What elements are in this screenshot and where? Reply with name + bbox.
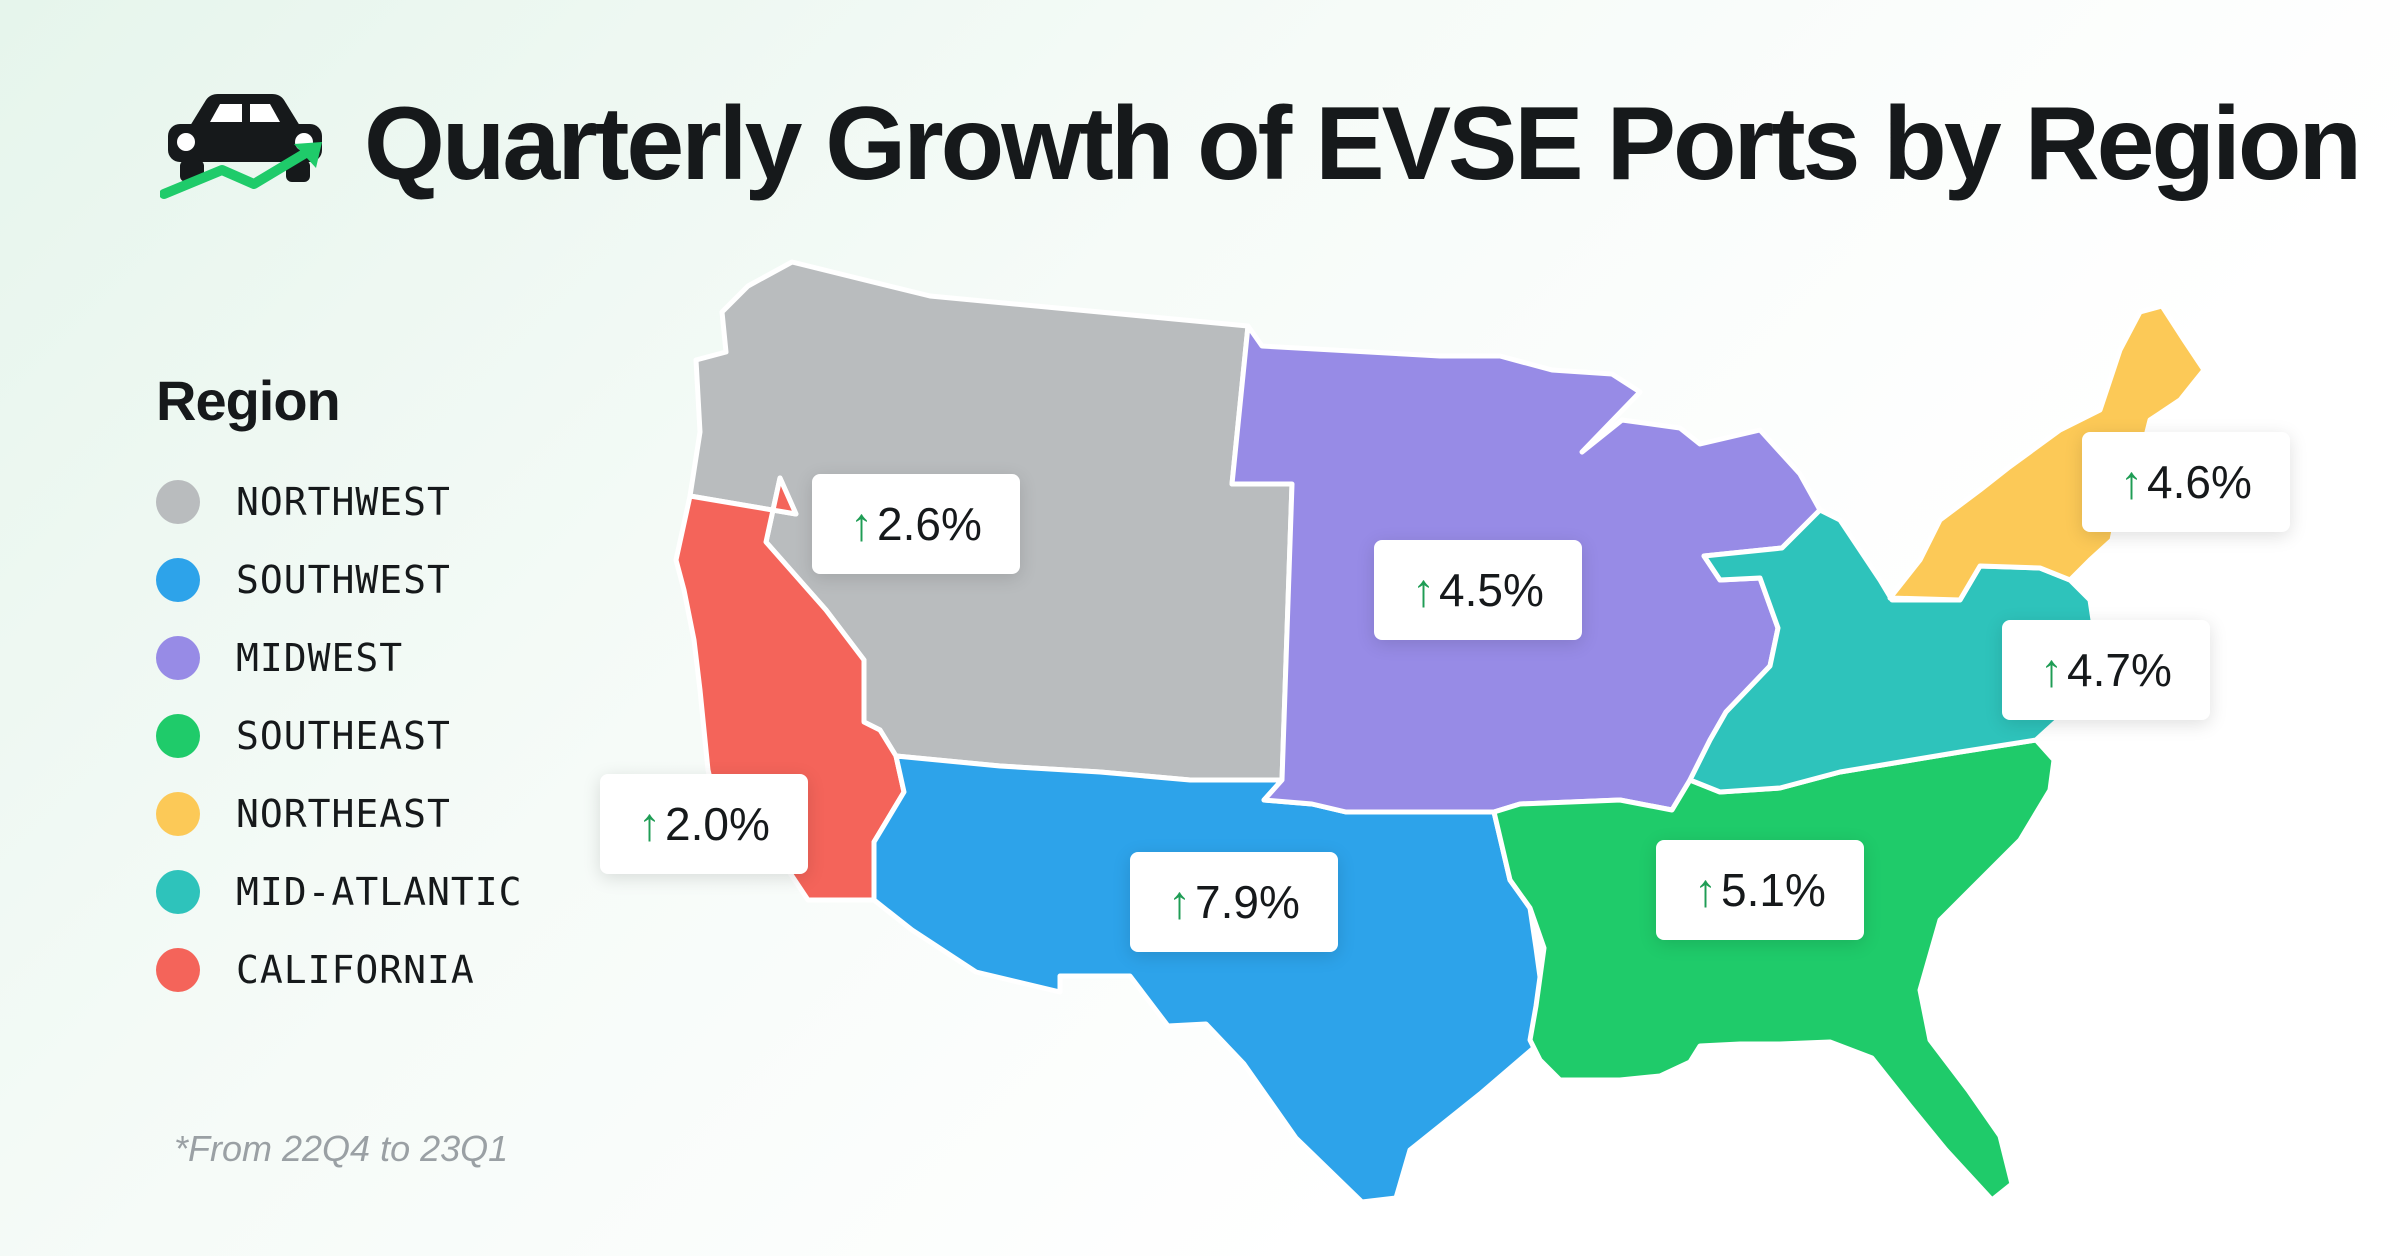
footnote: *From 22Q4 to 23Q1 (174, 1128, 509, 1169)
up-arrow-icon: ↑ (2120, 456, 2143, 508)
legend-swatch (156, 948, 200, 992)
legend-label: NORTHEAST (236, 792, 451, 836)
legend-item: SOUTHWEST (156, 541, 523, 619)
legend-swatch (156, 636, 200, 680)
region-northeast (1887, 303, 2207, 603)
callout-southeast: ↑ 5.1% (1656, 840, 1864, 940)
region-midatlantic (1687, 507, 2099, 795)
growth-value: 5.1% (1721, 864, 1826, 916)
growth-value: 4.7% (2067, 644, 2172, 696)
up-arrow-icon: ↑ (1168, 876, 1191, 928)
up-arrow-icon: ↑ (638, 798, 661, 850)
legend-item: NORTHEAST (156, 775, 523, 853)
page-title: Quarterly Growth of EVSE Ports by Region (364, 86, 2362, 202)
growth-value: 4.6% (2147, 456, 2252, 508)
legend-swatch (156, 480, 200, 524)
legend-label: SOUTHWEST (236, 558, 451, 602)
region-southeast (1491, 737, 2057, 1203)
car-growth-logo-icon (160, 94, 322, 199)
region-southwest (871, 753, 1547, 1205)
legend-item: CALIFORNIA (156, 931, 523, 1009)
header: Quarterly Growth of EVSE Ports by Region (160, 86, 2362, 202)
callout-midwest: ↑ 4.5% (1374, 540, 1582, 640)
up-arrow-icon: ↑ (1412, 564, 1435, 616)
growth-value: 4.5% (1439, 564, 1544, 616)
legend-label: CALIFORNIA (236, 948, 475, 992)
callout-northeast: ↑ 4.6% (2082, 432, 2290, 532)
legend-swatch (156, 558, 200, 602)
legend-item: MID-ATLANTIC (156, 853, 523, 931)
legend-label: MID-ATLANTIC (236, 870, 523, 914)
legend-title: Region (156, 369, 341, 432)
legend-item: MIDWEST (156, 619, 523, 697)
legend-label: SOUTHEAST (236, 714, 451, 758)
legend-label: MIDWEST (236, 636, 404, 680)
legend-item: NORTHWEST (156, 463, 523, 541)
legend-swatch (156, 870, 200, 914)
legend-label: NORTHWEST (236, 480, 451, 524)
legend: Region NORTHWEST SOUTHWEST MIDWEST SOUTHEAS… (156, 368, 523, 1009)
up-arrow-icon: ↑ (850, 498, 873, 550)
legend-items: NORTHWEST SOUTHWEST MIDWEST SOUTHEAST NORTHE… (156, 463, 523, 1009)
legend-item: SOUTHEAST (156, 697, 523, 775)
callout-southwest: ↑ 7.9% (1130, 852, 1338, 952)
growth-value: 2.0% (665, 798, 770, 850)
callout-mid-atlantic: ↑ 4.7% (2002, 620, 2210, 720)
growth-value: 2.6% (877, 498, 982, 550)
legend-swatch (156, 714, 200, 758)
up-arrow-icon: ↑ (1694, 864, 1717, 916)
callout-northwest: ↑ 2.6% (812, 474, 1020, 574)
callout-california: ↑ 2.0% (600, 774, 808, 874)
growth-value: 7.9% (1195, 876, 1300, 928)
legend-swatch (156, 792, 200, 836)
up-arrow-icon: ↑ (2040, 644, 2063, 696)
